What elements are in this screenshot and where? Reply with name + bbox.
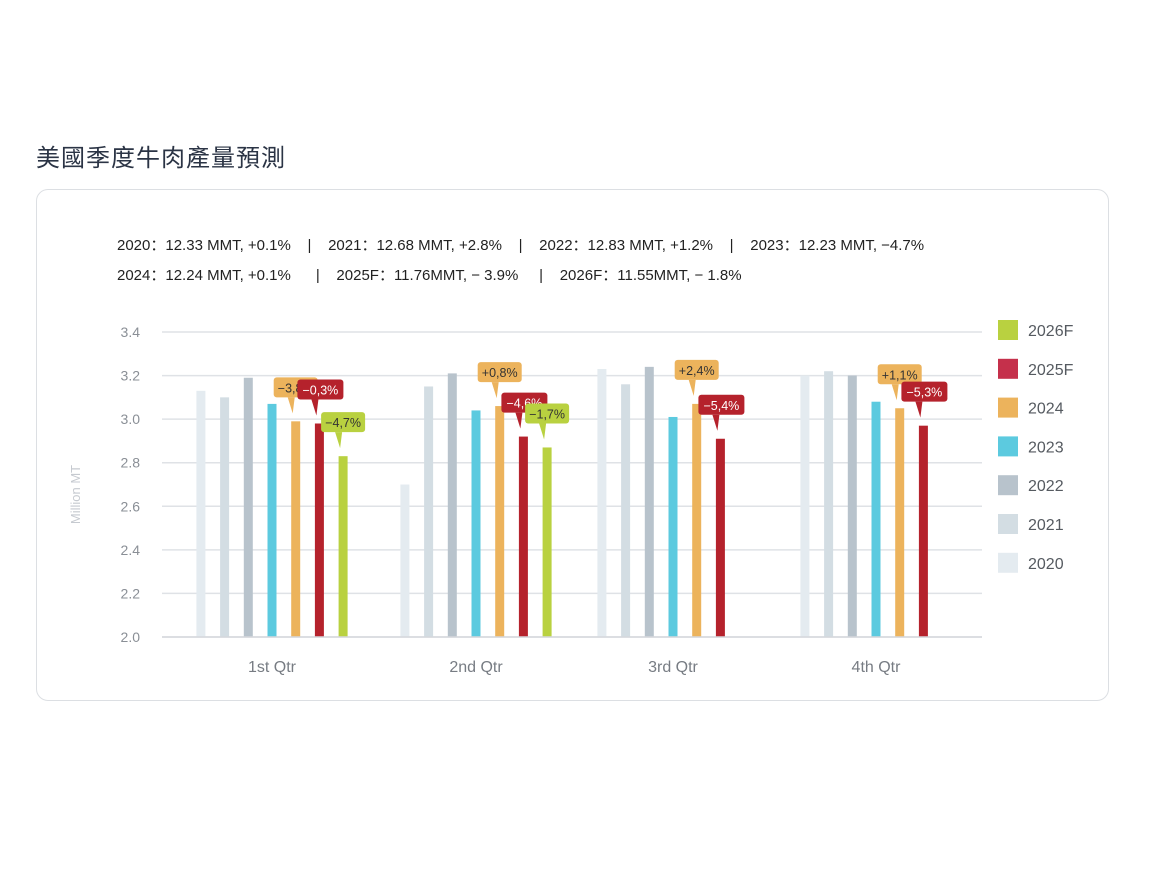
data-label-text: +1,1% xyxy=(882,368,918,382)
bar-2022-q2 xyxy=(447,373,457,637)
y-tick-label: 3.4 xyxy=(121,324,141,340)
data-label-2024-q2: +0,8% xyxy=(477,362,522,399)
callout-pointer xyxy=(335,432,343,449)
x-tick-label: 4th Qtr xyxy=(852,659,902,676)
callout-pointer xyxy=(491,382,499,399)
data-label-2025F-q2: −4,6% xyxy=(501,392,548,429)
bar-2025F-q2 xyxy=(518,436,528,637)
bar-2023-q4 xyxy=(871,401,881,637)
bar-2022-q4 xyxy=(847,375,857,637)
bar-2025F-q3 xyxy=(715,438,725,637)
data-label-text: +0,8% xyxy=(482,366,518,380)
callout-pointer xyxy=(311,399,319,416)
callout-box xyxy=(525,403,570,424)
callout-box xyxy=(297,379,344,400)
data-label-text: −5,4% xyxy=(704,399,740,413)
callout-pointer xyxy=(287,397,295,414)
x-tick-label: 1st Qtr xyxy=(248,659,297,676)
y-tick-label: 3.0 xyxy=(121,411,141,427)
x-tick-label: 3rd Qtr xyxy=(648,659,698,676)
callout-pointer xyxy=(712,414,720,431)
callout-pointer xyxy=(515,412,523,429)
bar-2026F-q2 xyxy=(542,447,552,637)
callout-box xyxy=(877,364,922,385)
legend-swatch-2026F xyxy=(998,320,1018,340)
bar-2023-q3 xyxy=(668,416,678,637)
callout-box xyxy=(674,359,719,380)
bar-2024-q1 xyxy=(291,421,301,637)
y-tick-label: 2.0 xyxy=(121,629,141,645)
callout-pointer xyxy=(891,384,899,401)
y-tick-label: 2.2 xyxy=(121,585,141,601)
legend-swatch-2024 xyxy=(998,397,1018,418)
summary-line-1: 2020：12.33 MMT, +0.1% | 2021：12.68 MMT, … xyxy=(117,237,925,254)
legend-label-2022[interactable]: 2022 xyxy=(1028,478,1064,495)
bar-2021-q2 xyxy=(424,386,434,637)
y-tick-label: 2.8 xyxy=(121,455,141,471)
legend-label-2024[interactable]: 2024 xyxy=(1028,401,1064,418)
bar-2023-q1 xyxy=(267,403,277,637)
chart-card: 2020：12.33 MMT, +0.1% | 2021：12.68 MMT, … xyxy=(36,189,1109,701)
y-tick-label: 3.2 xyxy=(121,368,141,384)
bar-2021-q3 xyxy=(621,384,631,637)
bar-2026F-q1 xyxy=(338,456,348,637)
callout-box xyxy=(477,362,522,383)
data-label-text: −5,3% xyxy=(907,386,943,400)
data-label-text: −0,3% xyxy=(303,384,339,398)
y-tick-label: 2.4 xyxy=(121,542,141,558)
bar-2024-q4 xyxy=(895,408,905,637)
x-tick-label: 2nd Qtr xyxy=(449,659,503,676)
data-label-2024-q4: +1,1% xyxy=(877,364,922,401)
page-title: 美國季度牛肉產量預測 xyxy=(36,144,286,172)
legend-label-2020[interactable]: 2020 xyxy=(1028,556,1064,573)
legend-label-2026F[interactable]: 2026F xyxy=(1028,323,1074,340)
bar-2023-q2 xyxy=(471,410,481,637)
bar-2020-q2 xyxy=(400,484,410,637)
data-label-2025F-q4: −5,3% xyxy=(901,381,948,418)
summary-line-2: 2024：12.24 MMT, +0.1% | 2025F：11.76MMT, … xyxy=(117,267,742,284)
bar-2024-q3 xyxy=(692,403,702,637)
callout-box xyxy=(321,412,366,433)
data-label-2025F-q3: −5,4% xyxy=(698,394,745,431)
legend-swatch-2021 xyxy=(998,514,1018,534)
callout-pointer xyxy=(539,423,547,440)
bar-2024-q2 xyxy=(495,406,505,637)
legend-swatch-2020 xyxy=(998,552,1018,573)
callout-box xyxy=(698,394,745,415)
legend-label-2023[interactable]: 2023 xyxy=(1028,439,1064,456)
data-label-text: +2,4% xyxy=(679,364,715,378)
legend-swatch-2023 xyxy=(998,436,1018,457)
legend-label-2025F[interactable]: 2025F xyxy=(1028,362,1074,379)
callout-pointer xyxy=(915,401,923,418)
callout-pointer xyxy=(688,379,696,396)
bar-2020-q1 xyxy=(196,390,206,637)
bar-2022-q3 xyxy=(644,366,654,637)
bar-2020-q3 xyxy=(597,369,607,637)
bar-2021-q1 xyxy=(220,397,230,637)
legend-swatch-2025F xyxy=(998,358,1018,379)
data-label-text: −1,7% xyxy=(529,407,565,421)
data-label-2024-q3: +2,4% xyxy=(674,359,719,396)
bar-2021-q4 xyxy=(824,371,834,637)
y-axis-label: Million MT xyxy=(68,465,83,524)
data-label-2026F-q1: −4,7% xyxy=(321,412,366,449)
legend-label-2021[interactable]: 2021 xyxy=(1028,517,1064,534)
bar-2025F-q1 xyxy=(314,423,324,637)
bar-2025F-q4 xyxy=(918,425,928,637)
bar-2022-q1 xyxy=(243,377,253,637)
bar-2020-q4 xyxy=(800,375,810,637)
y-tick-label: 2.6 xyxy=(121,498,141,514)
data-label-text: −4,7% xyxy=(325,416,361,430)
callout-box xyxy=(901,381,948,402)
data-label-2025F-q1: −0,3% xyxy=(297,379,344,416)
data-label-2026F-q2: −1,7% xyxy=(525,403,570,440)
legend-swatch-2022 xyxy=(998,475,1018,496)
